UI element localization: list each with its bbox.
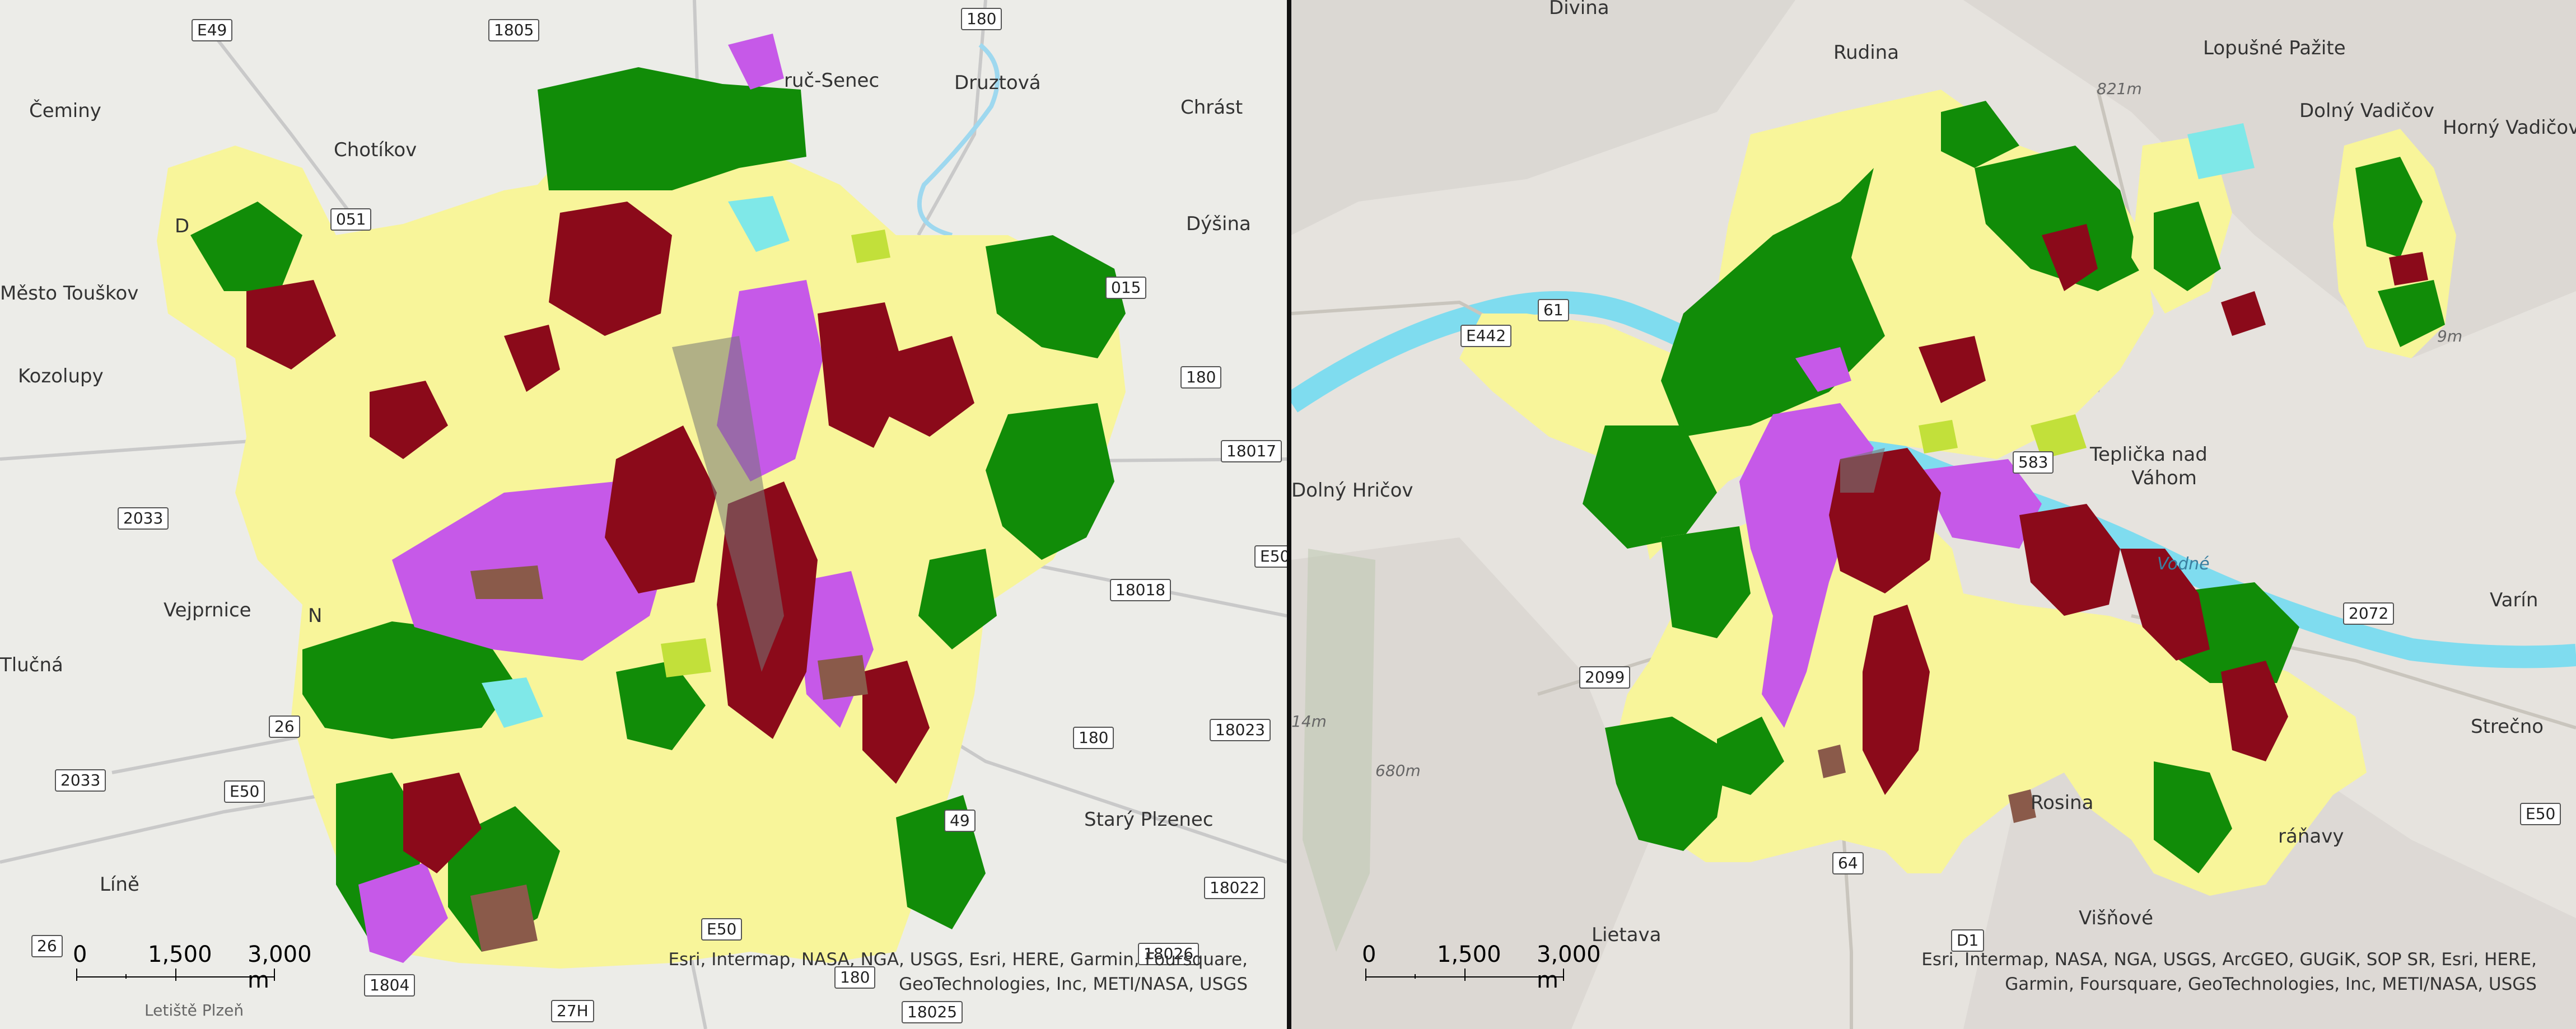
road-shield: 49 <box>944 810 976 832</box>
scale-tick <box>76 969 77 981</box>
road-shield: 1804 <box>364 974 416 997</box>
place-label: Horný Vadičov <box>2443 116 2576 139</box>
peak-label: 9m <box>2437 327 2463 345</box>
attribution-line: Garmin, Foursquare, GeoTechnologies, Inc… <box>2005 974 2537 994</box>
place-label: Dolný Hričov <box>1291 479 1413 502</box>
place-label: Višňové <box>2079 907 2154 929</box>
place-label: Rudina <box>1833 41 1900 64</box>
place-label: Dolný Vadičov <box>2299 100 2435 122</box>
scale-bar: 0 1,500 3,000 m <box>1362 942 1601 993</box>
place-label: Strečno <box>2471 715 2544 738</box>
road-shield: 015 <box>1105 277 1147 299</box>
road-shield: 583 <box>2013 451 2054 474</box>
road-shield: 61 <box>1538 299 1569 321</box>
scale-tick <box>1365 969 1366 981</box>
place-label: Líně <box>100 873 139 896</box>
place-label: Čeminy <box>29 100 101 122</box>
attribution-line: GeoTechnologies, Inc, METI/NASA, USGS <box>899 974 1248 994</box>
road-shield: 64 <box>1832 852 1864 874</box>
place-label: Teplička nad <box>2090 443 2208 466</box>
scale-tick <box>1563 969 1564 981</box>
place-label: Druztová <box>954 72 1041 94</box>
road-shield: 18023 <box>1210 719 1271 741</box>
left-map-canvas <box>0 0 1287 1029</box>
place-label: Kozolupy <box>18 365 104 387</box>
right-map[interactable]: Divina Rudina Lopušné Pažite Dolný Vadič… <box>1291 0 2576 1029</box>
road-shield: 1805 <box>488 19 540 41</box>
scale-tick <box>125 974 127 979</box>
road-shield: 18017 <box>1221 440 1282 462</box>
road-shield: 2099 <box>1579 666 1631 689</box>
road-shield: 18025 <box>902 1001 963 1023</box>
scale-label: 0 <box>73 942 87 967</box>
place-label: Rosina <box>2031 792 2094 814</box>
place-label: ruč-Senec <box>784 69 880 92</box>
scale-tick <box>274 969 275 981</box>
road-shield: 26 <box>269 715 300 738</box>
road-shield: E50 <box>224 780 265 803</box>
place-label: Varín <box>2490 589 2538 611</box>
road-shield: 180 <box>1073 727 1114 749</box>
road-shield: 27H <box>551 1000 594 1022</box>
road-shield: 18026 <box>1138 943 1200 965</box>
road-shield: E49 <box>192 19 233 41</box>
place-label: Vejprnice <box>164 599 251 621</box>
scale-label: 1,500 <box>1437 942 1501 967</box>
road-shield: 2033 <box>55 769 106 792</box>
map-attribution: Esri, Intermap, NASA, NGA, USGS, ArcGEO,… <box>1921 947 2537 997</box>
land-use-northeast <box>2333 129 2456 358</box>
land-use-layer <box>157 34 1126 969</box>
scale-label: 3,000 m <box>1537 942 1601 993</box>
place-label: Letiště Plzeň <box>144 1001 244 1019</box>
road-shield: E50 <box>1254 545 1287 568</box>
place-label: Město Touškov <box>0 282 139 305</box>
place-label: Dýšina <box>1186 213 1251 235</box>
place-label: Lietava <box>1592 924 1662 946</box>
road-shield: E50 <box>2520 803 2561 825</box>
place-label: Divina <box>1549 0 1609 19</box>
place-label: Váhom <box>2131 467 2197 489</box>
place-label: Starý Plzenec <box>1084 808 1214 831</box>
scale-label: 0 <box>1362 942 1376 967</box>
road-shield: 180 <box>834 966 876 989</box>
road-shield: E442 <box>1460 325 1512 347</box>
attribution-line: Esri, Intermap, NASA, NGA, USGS, ArcGEO,… <box>1921 950 2537 970</box>
scale-tick <box>175 969 176 981</box>
river <box>917 43 1000 237</box>
road-shield: 180 <box>1180 366 1222 389</box>
road-shield: 051 <box>330 208 372 231</box>
map-attribution: Esri, Intermap, NASA, NGA, USGS, Esri, H… <box>668 947 1248 997</box>
road-shield: E50 <box>701 918 743 941</box>
peak-label: 14m <box>1291 712 1327 731</box>
place-label: N <box>308 605 323 627</box>
scale-label: 3,000 m <box>248 942 312 993</box>
attribution-line: Esri, Intermap, NASA, NGA, USGS, Esri, H… <box>668 950 1248 970</box>
scale-bar: 0 1,500 3,000 m <box>73 942 312 993</box>
scale-label: 1,500 <box>148 942 212 967</box>
left-map[interactable]: Čeminy Chotíkov Město Touškov Kozolupy V… <box>0 0 1287 1029</box>
road-shield: 18018 <box>1110 579 1172 601</box>
place-label: Lopušné Pažite <box>2203 37 2346 59</box>
peak-label: 680m <box>1375 761 1421 780</box>
water-label: Vodné <box>2157 554 2210 574</box>
road-shield: 26 <box>31 935 63 957</box>
place-label: ráňavy <box>2278 825 2344 848</box>
road-shield: 18022 <box>1204 877 1266 899</box>
land-use-layer <box>1459 90 2367 896</box>
right-map-canvas <box>1291 0 2576 1029</box>
map-divider <box>1287 0 1291 1029</box>
road-shield: 180 <box>961 8 1002 30</box>
place-label: Tlučná <box>0 654 63 676</box>
scale-tick <box>1464 969 1466 981</box>
road-shield: 2033 <box>118 507 169 530</box>
road-shield: 2072 <box>2343 602 2395 625</box>
place-label: Chrást <box>1180 96 1243 119</box>
place-label: D <box>175 215 190 237</box>
place-label: Chotíkov <box>334 139 417 161</box>
peak-label: 821m <box>2097 79 2142 98</box>
road-shield: D1 <box>1951 929 1985 952</box>
scale-tick <box>1415 974 1416 979</box>
